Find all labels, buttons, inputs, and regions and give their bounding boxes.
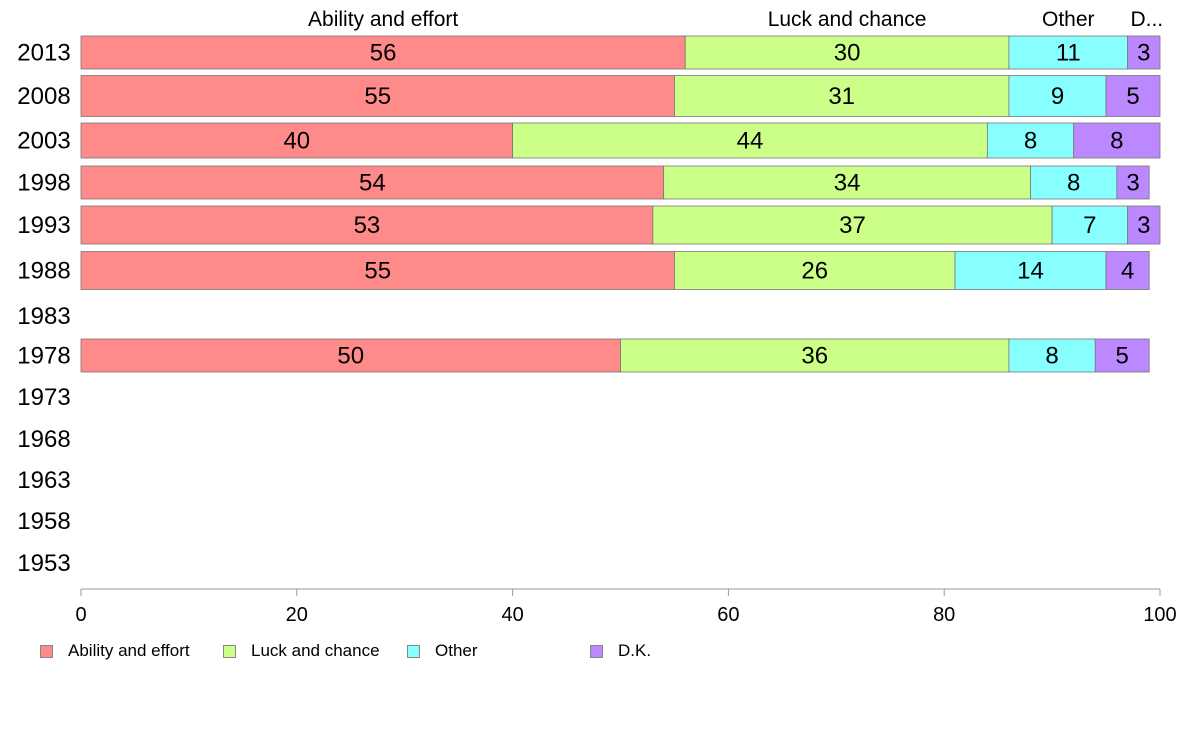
bar-2003-ability-and-effort <box>80 122 514 159</box>
data-label-1978-luck-and-chance: 36 <box>801 343 828 370</box>
x-axis: 0 20 40 60 80 100 <box>75 588 1177 626</box>
bar-1993-luck-and-chance <box>652 205 1053 245</box>
series-header-labels: Ability and effort Luck and chance Other D.… <box>308 8 1163 31</box>
bar-2008-luck-and-chance <box>674 75 1010 117</box>
y-axis-labels: 2013 2008 2003 1998 1993 1988 1983 1978 1973 1968… <box>17 40 70 578</box>
y-label-1998: 1998 <box>17 170 70 197</box>
legend-label-dk: D.K. <box>618 641 652 660</box>
data-label-1993-d-k: 3 <box>1137 212 1150 239</box>
bar-1998-d-k <box>1116 165 1150 200</box>
bar-2013-d-k <box>1127 35 1161 70</box>
bar-1993-other <box>1051 205 1129 245</box>
bar-2003-d-k <box>1073 122 1161 159</box>
data-label-2003-ability-and-effort: 40 <box>283 128 310 155</box>
data-label-1998-d-k: 3 <box>1126 170 1139 197</box>
bar-1988-luck-and-chance <box>674 251 956 290</box>
data-label-1988-ability-and-effort: 55 <box>364 258 391 285</box>
y-label-1983: 1983 <box>17 303 70 330</box>
data-label-1978-other: 8 <box>1045 343 1058 370</box>
legend-item-ability-and-effort: Ability and effort <box>40 641 190 661</box>
data-label-1993-luck-and-chance: 37 <box>839 212 866 239</box>
y-label-1988: 1988 <box>17 258 70 285</box>
bar-1998-ability-and-effort <box>80 165 665 200</box>
x-tick-label-40: 40 <box>501 604 523 626</box>
y-label-2008: 2008 <box>17 83 70 110</box>
x-tick-label-80: 80 <box>933 604 955 626</box>
data-label-2013-luck-and-chance: 30 <box>834 40 861 67</box>
y-label-2013: 2013 <box>17 40 70 67</box>
data-label-1998-luck-and-chance: 34 <box>834 170 861 197</box>
legend-swatch-other <box>407 644 420 658</box>
series-header-d-k: D... <box>1130 8 1163 31</box>
data-label-1993-other: 7 <box>1083 212 1096 239</box>
bar-2013-luck-and-chance <box>684 35 1010 70</box>
series-header-other: Other <box>1042 8 1095 31</box>
y-label-1953: 1953 <box>17 550 70 577</box>
data-label-1978-ability-and-effort: 50 <box>337 343 364 370</box>
bar-2013-ability-and-effort <box>80 35 686 70</box>
data-label-1988-luck-and-chance: 26 <box>801 258 828 285</box>
data-label-2013-ability-and-effort: 56 <box>370 40 397 67</box>
y-label-1993: 1993 <box>17 212 70 239</box>
bar-1998-luck-and-chance <box>663 165 1031 200</box>
series-header-luck-and-chance: Luck and chance <box>768 8 927 31</box>
legend-swatch-dk <box>590 644 603 658</box>
legend-label-luck-and-chance: Luck and chance <box>251 641 380 660</box>
bar-2008-other <box>1008 75 1107 117</box>
bar-2013-other <box>1008 35 1129 70</box>
data-label-1993-ability-and-effort: 53 <box>354 212 381 239</box>
data-label-2003-other: 8 <box>1024 128 1037 155</box>
legend-item-dk: D.K. <box>590 641 651 661</box>
bars: 56 30 11 355 31 9 540 44 8 854 34 8 353 37 7 355 26 14 450… <box>80 35 1161 373</box>
y-label-1968: 1968 <box>17 426 70 453</box>
data-label-1988-other: 14 <box>1017 258 1044 285</box>
bar-2008-ability-and-effort <box>80 75 675 117</box>
bar-1993-ability-and-effort <box>80 205 654 245</box>
x-tick-label-60: 60 <box>717 604 739 626</box>
y-label-1958: 1958 <box>17 508 70 535</box>
bar-1993-d-k <box>1127 205 1161 245</box>
bar-1978-ability-and-effort <box>80 338 621 373</box>
data-label-1988-d-k: 4 <box>1121 258 1134 285</box>
data-label-2003-d-k: 8 <box>1110 128 1123 155</box>
bar-2003-luck-and-chance <box>512 122 988 159</box>
series-header-ability-and-effort: Ability and effort <box>308 8 458 31</box>
legend-swatch-luck-and-chance <box>223 644 236 658</box>
data-label-2003-luck-and-chance: 44 <box>737 128 764 155</box>
legend-item-other: Other <box>407 641 478 661</box>
y-label-1963: 1963 <box>17 467 70 494</box>
y-label-1973: 1973 <box>17 384 70 411</box>
data-label-1998-other: 8 <box>1067 170 1080 197</box>
data-label-2013-other: 11 <box>1056 40 1081 67</box>
x-tick-label-0: 0 <box>75 604 86 626</box>
data-label-2008-d-k: 5 <box>1126 83 1139 110</box>
data-label-1998-ability-and-effort: 54 <box>359 170 386 197</box>
y-label-2003: 2003 <box>17 128 70 155</box>
y-label-1978: 1978 <box>17 343 70 370</box>
data-label-2008-other: 9 <box>1051 83 1064 110</box>
data-label-2008-ability-and-effort: 55 <box>364 83 391 110</box>
x-tick-label-20: 20 <box>286 604 308 626</box>
data-label-2008-luck-and-chance: 31 <box>828 83 855 110</box>
legend-label-other: Other <box>435 641 478 660</box>
legend-label-ability-and-effort: Ability and effort <box>68 641 190 660</box>
bar-1988-other <box>954 251 1107 290</box>
x-tick-label-100: 100 <box>1143 604 1176 626</box>
bar-1988-ability-and-effort <box>80 251 675 290</box>
data-label-2013-d-k: 3 <box>1137 40 1150 67</box>
legend-swatch-ability-and-effort <box>40 644 53 658</box>
bar-1988-d-k <box>1105 251 1150 290</box>
data-label-1978-d-k: 5 <box>1116 343 1129 370</box>
legend-item-luck-and-chance: Luck and chance <box>223 641 380 661</box>
bar-1978-other <box>1008 338 1096 373</box>
bar-2008-d-k <box>1105 75 1161 117</box>
bar-1978-d-k <box>1094 338 1150 373</box>
